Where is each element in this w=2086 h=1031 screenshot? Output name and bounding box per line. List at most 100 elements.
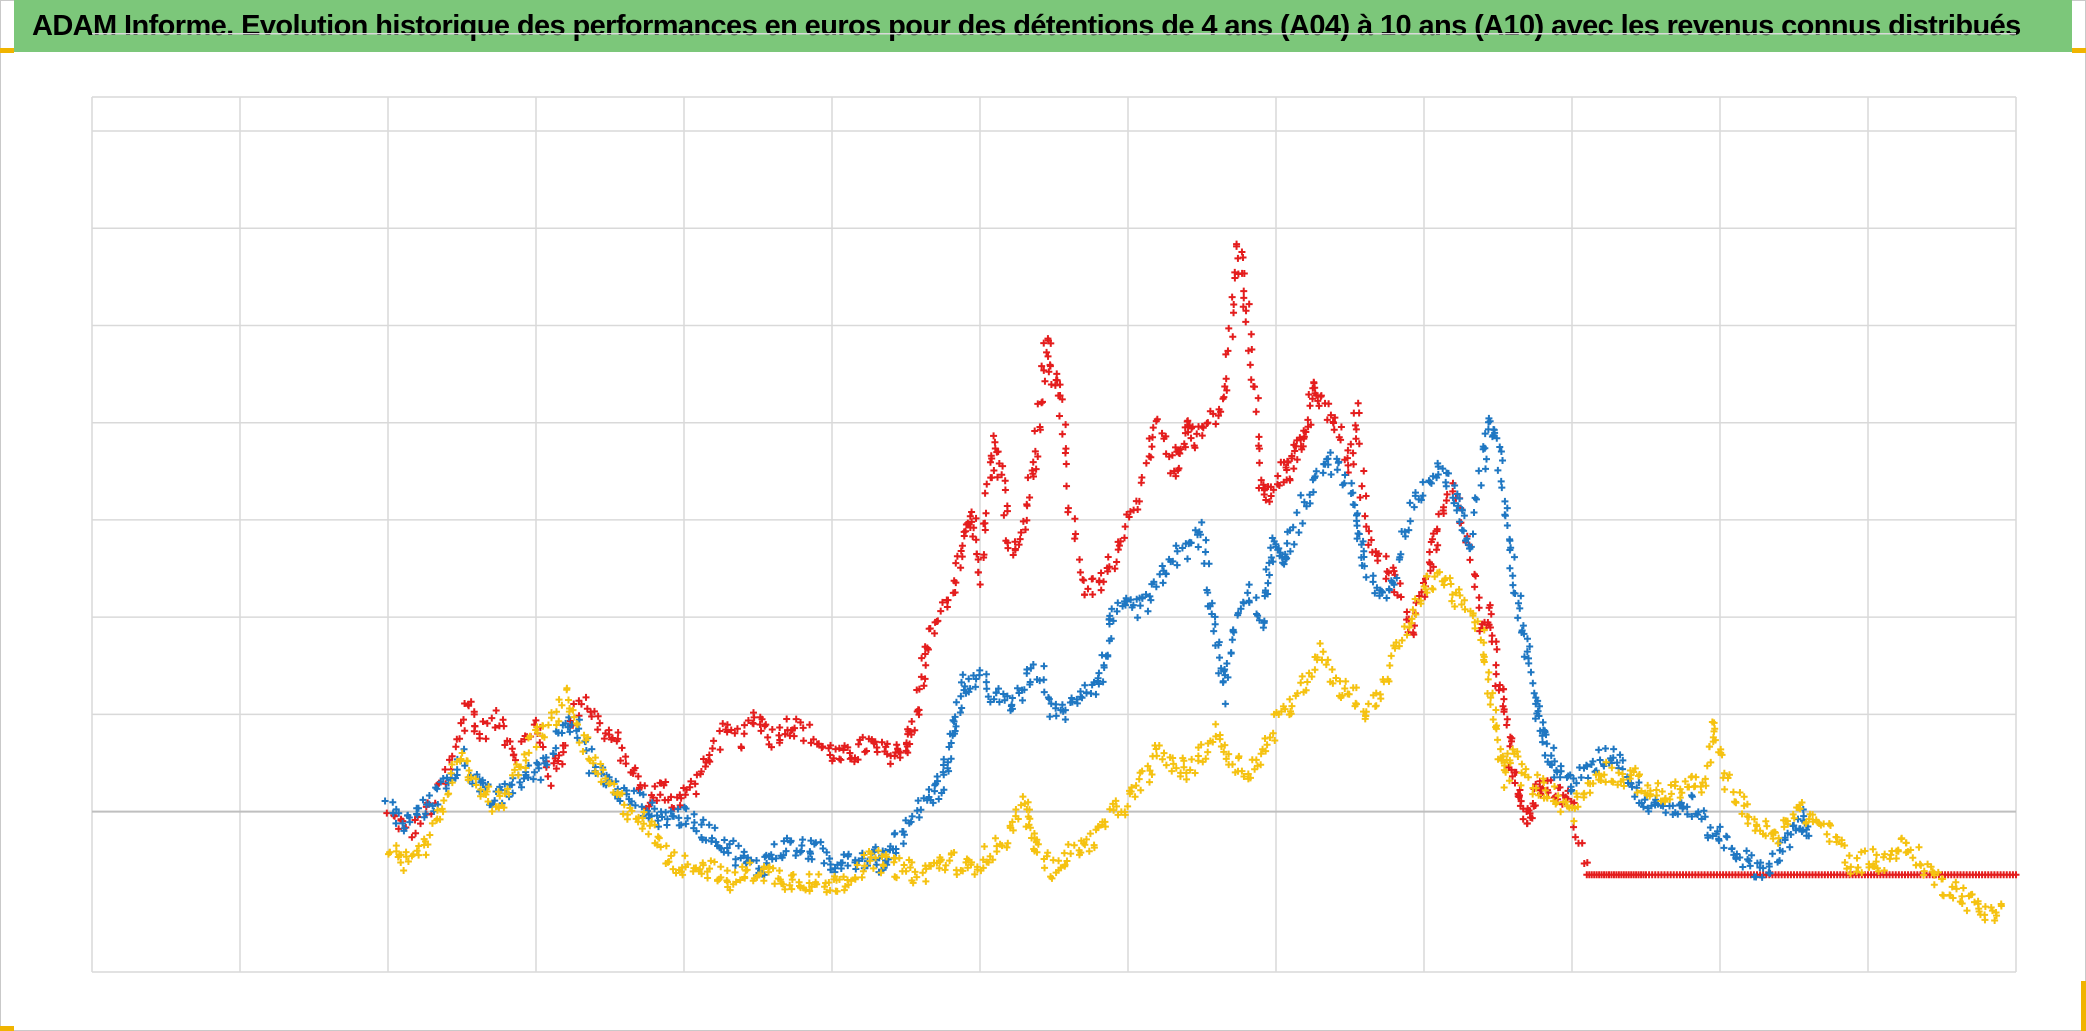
data-point [1298, 672, 1306, 680]
data-point [1443, 490, 1451, 498]
data-point [500, 722, 508, 730]
data-point [1674, 810, 1682, 818]
data-point [1225, 750, 1233, 758]
data-point [1500, 784, 1508, 792]
data-point [1809, 811, 1817, 819]
data-point [1180, 757, 1188, 765]
data-point [808, 855, 816, 863]
data-point [1228, 760, 1236, 768]
data-point [764, 733, 772, 741]
data-point [738, 863, 746, 871]
data-point [1725, 771, 1733, 779]
data-point [540, 733, 548, 741]
data-point [1805, 815, 1813, 823]
data-point [1786, 843, 1794, 851]
data-point [1475, 604, 1483, 612]
data-point [1040, 366, 1048, 374]
data-point [1707, 758, 1715, 766]
data-point [1125, 513, 1133, 521]
data-point [1494, 736, 1502, 744]
data-point [1609, 778, 1617, 786]
data-point [588, 745, 596, 753]
data-point [565, 696, 573, 704]
data-point [1024, 813, 1032, 821]
data-point [935, 864, 943, 872]
data-point [452, 743, 460, 751]
data-point [1406, 517, 1414, 525]
data-point [873, 748, 881, 756]
data-point [1045, 368, 1053, 376]
data-point [1004, 839, 1012, 847]
data-point [1135, 775, 1143, 783]
data-point [1487, 694, 1495, 702]
data-point [686, 783, 694, 791]
data-point [1001, 486, 1009, 494]
data-point [1194, 757, 1202, 765]
data-point [1070, 841, 1078, 849]
data-point [1369, 572, 1377, 580]
data-point [956, 708, 964, 716]
data-point [1846, 870, 1854, 878]
data-point [896, 754, 904, 762]
data-point [479, 717, 487, 725]
data-point [982, 678, 990, 686]
data-point [1058, 701, 1066, 709]
data-point [1654, 779, 1662, 787]
data-point [852, 865, 860, 873]
data-point [1153, 752, 1161, 760]
data-point [472, 775, 480, 783]
data-point [1694, 811, 1702, 819]
data-point [1113, 558, 1121, 566]
data-point [1493, 645, 1501, 653]
data-point [1204, 748, 1212, 756]
data-point [1508, 772, 1516, 780]
data-point [614, 728, 622, 736]
data-point [1257, 750, 1265, 758]
data-point [1949, 894, 1957, 902]
data-point [1062, 460, 1070, 468]
data-point [1146, 767, 1154, 775]
data-point [1360, 553, 1368, 561]
data-point [641, 782, 649, 790]
data-point [1333, 466, 1341, 474]
data-point [1519, 622, 1527, 630]
data-point [742, 867, 750, 875]
data-point [1212, 720, 1220, 728]
data-point [533, 729, 541, 737]
data-point [1302, 428, 1310, 436]
data-point [958, 704, 966, 712]
data-point [1448, 591, 1456, 599]
data-point [1330, 426, 1338, 434]
data-point [729, 837, 737, 845]
data-point [1067, 850, 1075, 858]
data-point [1509, 581, 1517, 589]
data-point [412, 829, 420, 837]
data-point [579, 748, 587, 755]
data-point [1455, 585, 1463, 593]
data-point [1352, 435, 1360, 443]
data-point [973, 863, 981, 871]
data-point [1981, 916, 1989, 924]
data-point [825, 878, 833, 886]
data-point [1012, 806, 1020, 814]
data-point [1142, 591, 1150, 599]
data-point [622, 753, 630, 761]
data-point [1127, 596, 1135, 604]
data-point [1503, 721, 1511, 729]
data-point [691, 780, 699, 788]
data-point [1771, 828, 1779, 836]
data-point [788, 885, 796, 893]
data-point [770, 840, 778, 848]
data-point [594, 726, 602, 734]
data-point [783, 834, 791, 842]
data-point [453, 766, 461, 774]
data-point [1909, 854, 1917, 862]
data-point [622, 760, 630, 768]
data-point [951, 713, 959, 721]
data-point [1120, 534, 1128, 542]
data-point [1202, 536, 1210, 544]
data-point [833, 887, 841, 895]
data-point [1442, 496, 1450, 504]
data-point [1230, 309, 1238, 317]
